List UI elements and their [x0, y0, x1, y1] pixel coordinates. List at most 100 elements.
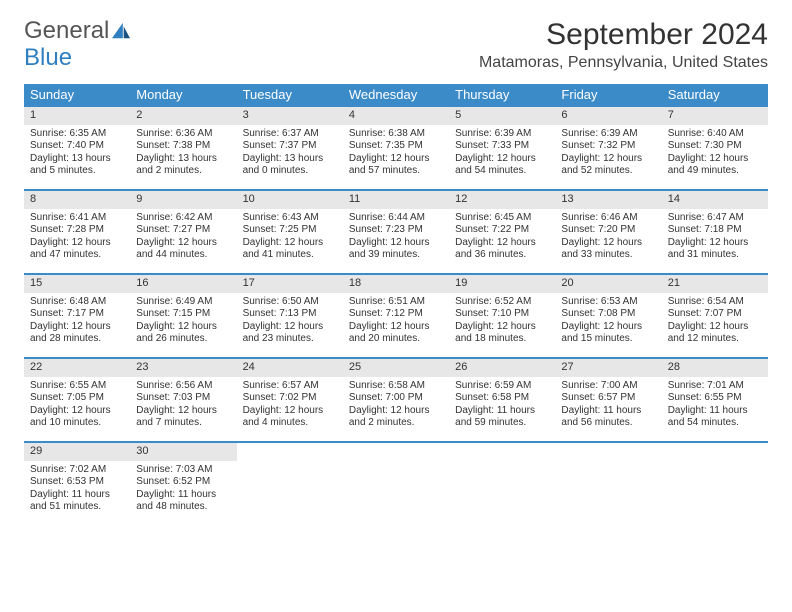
week-row: 8Sunrise: 6:41 AMSunset: 7:28 PMDaylight…	[24, 189, 768, 273]
daylight-text-1: Daylight: 13 hours	[243, 153, 337, 166]
day-number: 28	[662, 359, 768, 377]
day-cell: 19Sunrise: 6:52 AMSunset: 7:10 PMDayligh…	[449, 275, 555, 357]
daylight-text-1: Daylight: 12 hours	[668, 153, 762, 166]
weekday-header: Thursday	[449, 84, 555, 105]
day-body: Sunrise: 6:39 AMSunset: 7:33 PMDaylight:…	[449, 125, 555, 184]
daylight-text-2: and 23 minutes.	[243, 333, 337, 346]
month-title: September 2024	[479, 18, 768, 52]
sunrise-text: Sunrise: 6:53 AM	[561, 296, 655, 309]
day-cell: 23Sunrise: 6:56 AMSunset: 7:03 PMDayligh…	[130, 359, 236, 441]
sunset-text: Sunset: 7:22 PM	[455, 224, 549, 237]
daylight-text-2: and 59 minutes.	[455, 417, 549, 430]
sunset-text: Sunset: 7:07 PM	[668, 308, 762, 321]
day-cell: 16Sunrise: 6:49 AMSunset: 7:15 PMDayligh…	[130, 275, 236, 357]
day-cell	[237, 443, 343, 525]
daylight-text-1: Daylight: 12 hours	[455, 321, 549, 334]
day-cell: 11Sunrise: 6:44 AMSunset: 7:23 PMDayligh…	[343, 191, 449, 273]
daylight-text-2: and 41 minutes.	[243, 249, 337, 262]
day-body: Sunrise: 6:49 AMSunset: 7:15 PMDaylight:…	[130, 293, 236, 352]
sunset-text: Sunset: 7:38 PM	[136, 140, 230, 153]
day-body: Sunrise: 6:35 AMSunset: 7:40 PMDaylight:…	[24, 125, 130, 184]
daylight-text-1: Daylight: 12 hours	[668, 237, 762, 250]
day-cell: 9Sunrise: 6:42 AMSunset: 7:27 PMDaylight…	[130, 191, 236, 273]
daylight-text-1: Daylight: 12 hours	[349, 321, 443, 334]
day-cell: 4Sunrise: 6:38 AMSunset: 7:35 PMDaylight…	[343, 107, 449, 189]
day-body: Sunrise: 6:36 AMSunset: 7:38 PMDaylight:…	[130, 125, 236, 184]
day-body: Sunrise: 6:54 AMSunset: 7:07 PMDaylight:…	[662, 293, 768, 352]
sunrise-text: Sunrise: 6:56 AM	[136, 380, 230, 393]
daylight-text-1: Daylight: 12 hours	[455, 237, 549, 250]
week-row: 29Sunrise: 7:02 AMSunset: 6:53 PMDayligh…	[24, 441, 768, 525]
calendar: SundayMondayTuesdayWednesdayThursdayFrid…	[24, 84, 768, 525]
day-cell: 24Sunrise: 6:57 AMSunset: 7:02 PMDayligh…	[237, 359, 343, 441]
daylight-text-1: Daylight: 12 hours	[561, 237, 655, 250]
sunset-text: Sunset: 7:17 PM	[30, 308, 124, 321]
day-number: 25	[343, 359, 449, 377]
sunset-text: Sunset: 7:25 PM	[243, 224, 337, 237]
day-cell: 21Sunrise: 6:54 AMSunset: 7:07 PMDayligh…	[662, 275, 768, 357]
day-cell: 25Sunrise: 6:58 AMSunset: 7:00 PMDayligh…	[343, 359, 449, 441]
daylight-text-2: and 52 minutes.	[561, 165, 655, 178]
day-number: 3	[237, 107, 343, 125]
sunset-text: Sunset: 6:55 PM	[668, 392, 762, 405]
daylight-text-1: Daylight: 12 hours	[30, 237, 124, 250]
daylight-text-2: and 33 minutes.	[561, 249, 655, 262]
day-number: 1	[24, 107, 130, 125]
weeks-container: 1Sunrise: 6:35 AMSunset: 7:40 PMDaylight…	[24, 105, 768, 525]
day-body: Sunrise: 6:44 AMSunset: 7:23 PMDaylight:…	[343, 209, 449, 268]
day-body: Sunrise: 6:40 AMSunset: 7:30 PMDaylight:…	[662, 125, 768, 184]
day-body: Sunrise: 6:37 AMSunset: 7:37 PMDaylight:…	[237, 125, 343, 184]
day-body: Sunrise: 6:51 AMSunset: 7:12 PMDaylight:…	[343, 293, 449, 352]
day-number: 5	[449, 107, 555, 125]
day-body: Sunrise: 6:56 AMSunset: 7:03 PMDaylight:…	[130, 377, 236, 436]
sunrise-text: Sunrise: 6:38 AM	[349, 128, 443, 141]
sunset-text: Sunset: 7:35 PM	[349, 140, 443, 153]
daylight-text-2: and 7 minutes.	[136, 417, 230, 430]
daylight-text-2: and 54 minutes.	[455, 165, 549, 178]
day-number: 18	[343, 275, 449, 293]
logo: GeneralBlue	[24, 18, 131, 70]
sunset-text: Sunset: 7:02 PM	[243, 392, 337, 405]
day-number: 20	[555, 275, 661, 293]
sunrise-text: Sunrise: 6:41 AM	[30, 212, 124, 225]
sunrise-text: Sunrise: 6:52 AM	[455, 296, 549, 309]
daylight-text-2: and 0 minutes.	[243, 165, 337, 178]
day-number: 19	[449, 275, 555, 293]
day-number: 11	[343, 191, 449, 209]
day-number: 30	[130, 443, 236, 461]
day-number: 10	[237, 191, 343, 209]
sunset-text: Sunset: 7:18 PM	[668, 224, 762, 237]
weekday-header: Wednesday	[343, 84, 449, 105]
day-cell: 7Sunrise: 6:40 AMSunset: 7:30 PMDaylight…	[662, 107, 768, 189]
sunrise-text: Sunrise: 6:35 AM	[30, 128, 124, 141]
day-body: Sunrise: 6:52 AMSunset: 7:10 PMDaylight:…	[449, 293, 555, 352]
weekday-header-row: SundayMondayTuesdayWednesdayThursdayFrid…	[24, 84, 768, 105]
location-subtitle: Matamoras, Pennsylvania, United States	[479, 54, 768, 72]
daylight-text-1: Daylight: 12 hours	[243, 321, 337, 334]
day-body: Sunrise: 7:00 AMSunset: 6:57 PMDaylight:…	[555, 377, 661, 436]
sunrise-text: Sunrise: 6:55 AM	[30, 380, 124, 393]
daylight-text-2: and 57 minutes.	[349, 165, 443, 178]
daylight-text-1: Daylight: 11 hours	[455, 405, 549, 418]
sunrise-text: Sunrise: 6:54 AM	[668, 296, 762, 309]
week-row: 22Sunrise: 6:55 AMSunset: 7:05 PMDayligh…	[24, 357, 768, 441]
day-cell: 22Sunrise: 6:55 AMSunset: 7:05 PMDayligh…	[24, 359, 130, 441]
day-cell: 8Sunrise: 6:41 AMSunset: 7:28 PMDaylight…	[24, 191, 130, 273]
day-body: Sunrise: 6:59 AMSunset: 6:58 PMDaylight:…	[449, 377, 555, 436]
sunset-text: Sunset: 7:27 PM	[136, 224, 230, 237]
day-cell: 26Sunrise: 6:59 AMSunset: 6:58 PMDayligh…	[449, 359, 555, 441]
title-block: September 2024 Matamoras, Pennsylvania, …	[479, 18, 768, 80]
day-cell: 1Sunrise: 6:35 AMSunset: 7:40 PMDaylight…	[24, 107, 130, 189]
daylight-text-2: and 28 minutes.	[30, 333, 124, 346]
sunrise-text: Sunrise: 6:51 AM	[349, 296, 443, 309]
daylight-text-2: and 51 minutes.	[30, 501, 124, 514]
daylight-text-1: Daylight: 12 hours	[243, 405, 337, 418]
day-cell: 13Sunrise: 6:46 AMSunset: 7:20 PMDayligh…	[555, 191, 661, 273]
sunset-text: Sunset: 7:05 PM	[30, 392, 124, 405]
day-body: Sunrise: 7:03 AMSunset: 6:52 PMDaylight:…	[130, 461, 236, 520]
day-cell	[555, 443, 661, 525]
day-number: 17	[237, 275, 343, 293]
day-number: 26	[449, 359, 555, 377]
daylight-text-1: Daylight: 11 hours	[136, 489, 230, 502]
sunset-text: Sunset: 7:40 PM	[30, 140, 124, 153]
